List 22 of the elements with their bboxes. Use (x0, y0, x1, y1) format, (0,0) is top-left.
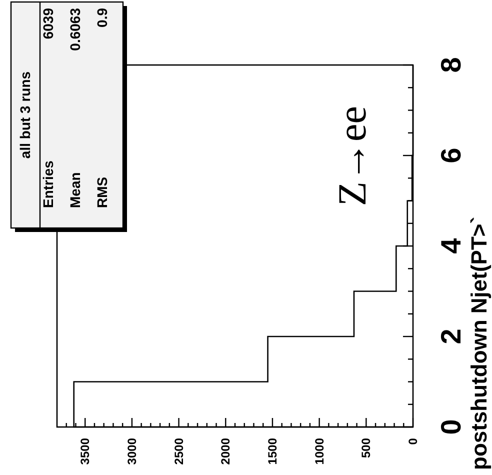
text: 0.9 (94, 8, 110, 28)
x-tick-label: 1500 (265, 438, 280, 465)
x-tick-label: 3000 (124, 438, 139, 465)
x-tick-label: 3500 (78, 438, 92, 465)
text: 6039 (40, 8, 56, 40)
x-tick-label: 2500 (172, 438, 186, 465)
y-tick-label: 0 (436, 419, 466, 435)
x-tick-label: 0 (406, 438, 420, 445)
y-axis-title: postshutdown Njet(PT>` (466, 216, 492, 470)
annotation: RMS (94, 176, 110, 208)
text: all but 3 runs (17, 71, 33, 159)
text: Entries (40, 160, 56, 208)
x-tick-label: 1000 (312, 438, 326, 465)
annotation: Mean (67, 172, 83, 208)
y-tick-label: 6 (436, 148, 466, 164)
y-tick-label: 2 (436, 328, 466, 344)
annotation: Z→ee (330, 106, 374, 206)
text: 0.6063 (67, 8, 83, 51)
x-tick-label: 2000 (218, 438, 233, 465)
y-tick-label: 8 (436, 57, 466, 73)
x-tick-label: 500 (359, 438, 374, 458)
y-tick-label: 4 (436, 238, 466, 254)
